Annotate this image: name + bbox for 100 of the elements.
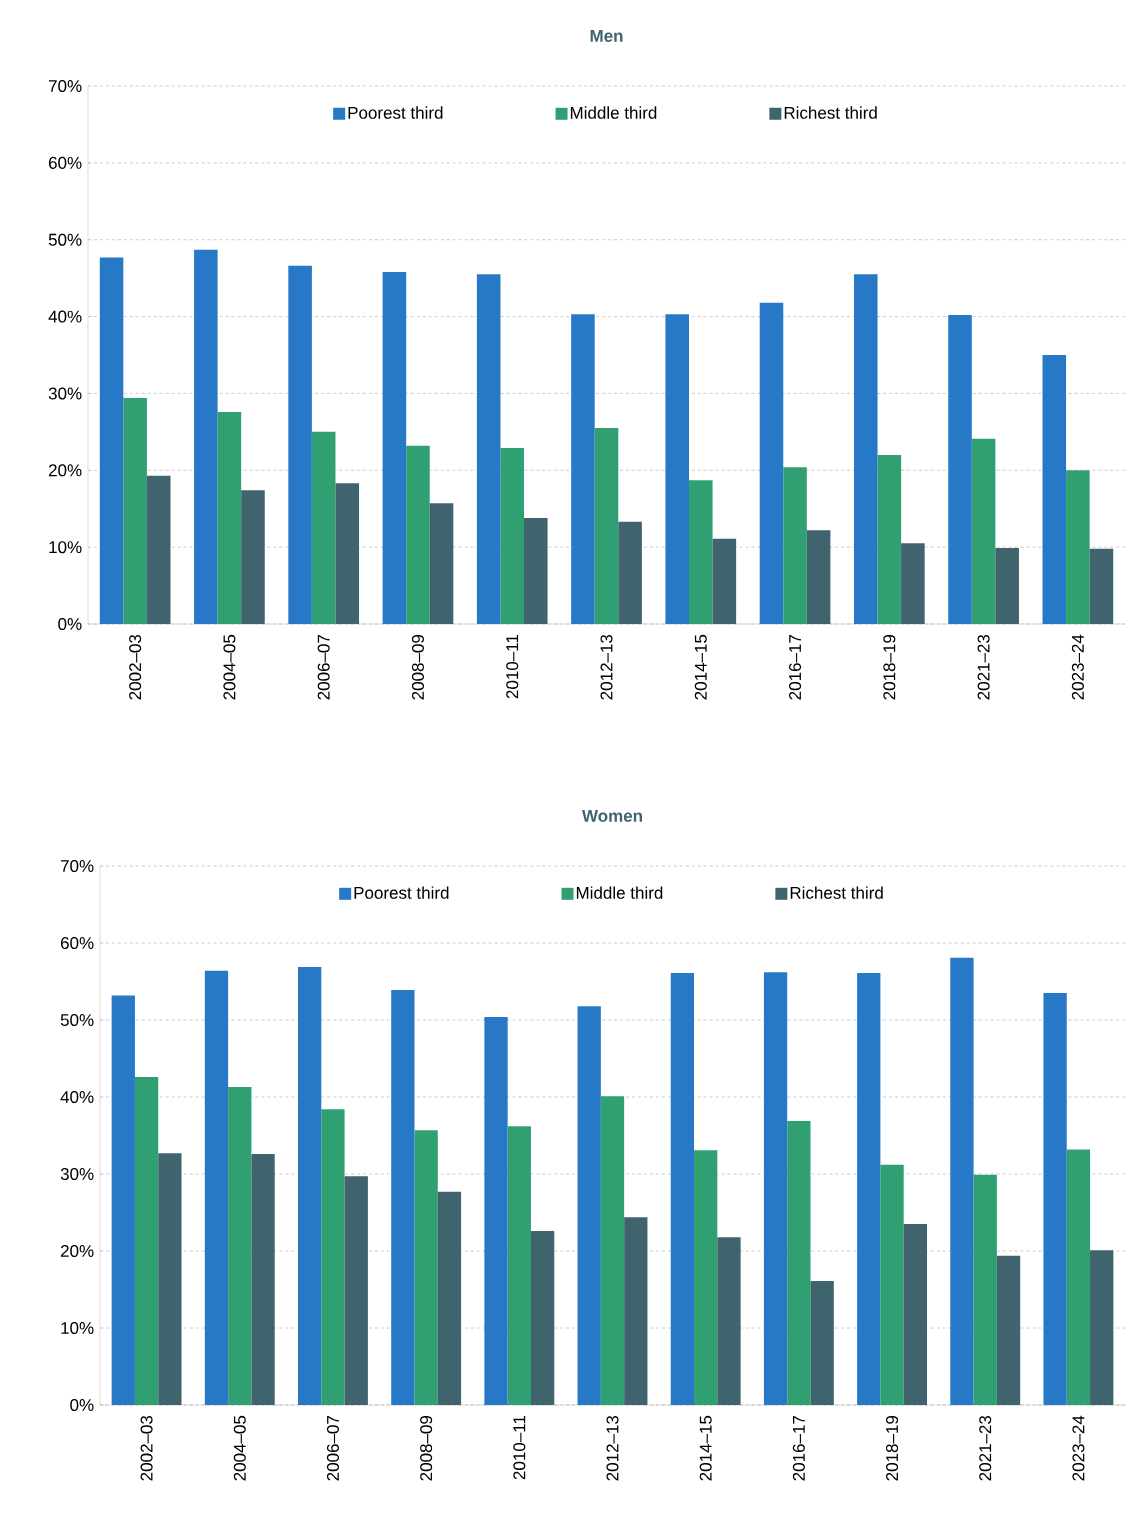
- bar: [694, 1150, 718, 1406]
- bar: [950, 957, 974, 1406]
- bar: [995, 547, 1019, 625]
- bar: [204, 970, 229, 1406]
- y-tick-label: 50%: [60, 1014, 94, 1027]
- legend-label: Middle third: [576, 886, 663, 899]
- y-tick-label: 40%: [60, 1091, 94, 1104]
- y-tick-label: 60%: [60, 937, 94, 950]
- x-tick-label: 2021–23: [979, 1415, 992, 1481]
- bar: [717, 1237, 741, 1406]
- y-tick-label: 30%: [60, 1168, 94, 1181]
- x-tick-label: 2018–19: [886, 1415, 899, 1481]
- legend-label: Richest third: [784, 106, 877, 119]
- chart-title: Men: [590, 30, 623, 42]
- bar: [298, 966, 322, 1406]
- bar: [241, 490, 265, 625]
- x-tick-label: 2002–03: [140, 1415, 153, 1481]
- bar: [251, 1154, 275, 1406]
- bar: [670, 973, 695, 1406]
- bar: [624, 1217, 648, 1406]
- x-tick-label: 2014–15: [699, 1415, 712, 1481]
- x-tick-label: 2016–17: [792, 1416, 805, 1481]
- bar: [903, 1224, 927, 1406]
- y-tick-label: 40%: [48, 310, 82, 323]
- x-tick-label: 2004–05: [223, 634, 236, 700]
- x-tick-label: 2021–23: [977, 634, 990, 700]
- bar: [99, 257, 124, 625]
- bar: [665, 314, 689, 625]
- bar: [530, 1231, 555, 1406]
- x-tick-label: 2002–03: [129, 634, 142, 700]
- bar: [288, 265, 312, 625]
- bar: [414, 1130, 438, 1406]
- bar: [158, 1153, 182, 1406]
- bar: [406, 445, 430, 625]
- bar: [146, 475, 171, 625]
- bar: [853, 274, 878, 625]
- x-tick-label: 2016–17: [789, 635, 802, 700]
- x-tick-label: 2014–15: [694, 634, 707, 700]
- bar: [973, 1174, 997, 1406]
- x-tick-label: 2010–11: [513, 1415, 526, 1480]
- y-tick-label: 70%: [48, 79, 82, 93]
- x-tick-label: 2008–09: [420, 1415, 433, 1481]
- x-tick-label: 2023–24: [1072, 1415, 1085, 1481]
- bar: [1066, 470, 1090, 625]
- bar: [759, 302, 784, 625]
- bar: [1042, 355, 1067, 625]
- legend-label: Richest third: [790, 886, 883, 899]
- bar: [507, 1126, 531, 1406]
- bar: [382, 272, 407, 625]
- x-tick-label: 2018–19: [883, 634, 896, 700]
- bar: [217, 411, 242, 625]
- bar: [335, 483, 360, 625]
- bar: [228, 1087, 252, 1406]
- y-tick-label: 0%: [58, 617, 82, 631]
- bar: [1090, 1250, 1114, 1406]
- bar: [806, 530, 831, 625]
- y-tick-label: 10%: [49, 541, 82, 554]
- bar: [857, 973, 881, 1406]
- bar: [134, 1077, 159, 1406]
- bar: [787, 1120, 811, 1406]
- y-tick-label: 50%: [48, 233, 82, 246]
- y-tick-label: 20%: [60, 1245, 94, 1258]
- bar: [783, 467, 807, 625]
- x-tick-label: 2006–07: [317, 635, 330, 700]
- x-tick-label: 2008–09: [411, 634, 424, 700]
- chart-title: Women: [581, 809, 642, 822]
- bar: [971, 438, 996, 625]
- bar: [524, 517, 548, 625]
- bar: [901, 543, 925, 625]
- bar: [577, 1006, 601, 1406]
- bar: [996, 1255, 1021, 1406]
- bar: [437, 1191, 462, 1406]
- bar: [948, 315, 972, 625]
- bar: [194, 249, 218, 625]
- bar: [321, 1109, 345, 1406]
- y-tick-label: 60%: [48, 156, 82, 169]
- bar: [476, 274, 501, 625]
- bar: [391, 989, 415, 1406]
- bar: [429, 503, 454, 625]
- bar: [484, 1016, 508, 1406]
- y-tick-label: 0%: [70, 1399, 94, 1412]
- y-tick-label: 70%: [60, 860, 94, 873]
- bar: [712, 538, 737, 625]
- bar: [688, 480, 713, 625]
- bar: [877, 454, 902, 625]
- bar: [1089, 548, 1114, 625]
- bar: [1043, 993, 1067, 1406]
- x-tick-label: 2012–13: [606, 1415, 619, 1481]
- x-tick-label: 2006–07: [326, 1416, 339, 1481]
- bar: [880, 1164, 904, 1406]
- x-tick-label: 2012–13: [600, 634, 613, 700]
- bar: [594, 428, 619, 625]
- bar: [810, 1281, 834, 1406]
- x-tick-label: 2004–05: [233, 1415, 246, 1481]
- legend-label: Poorest third: [348, 106, 443, 119]
- bar: [344, 1176, 368, 1406]
- legend-label: Middle third: [570, 106, 657, 119]
- bar: [618, 521, 642, 625]
- legend-label: Poorest third: [354, 886, 449, 899]
- bar: [571, 314, 595, 625]
